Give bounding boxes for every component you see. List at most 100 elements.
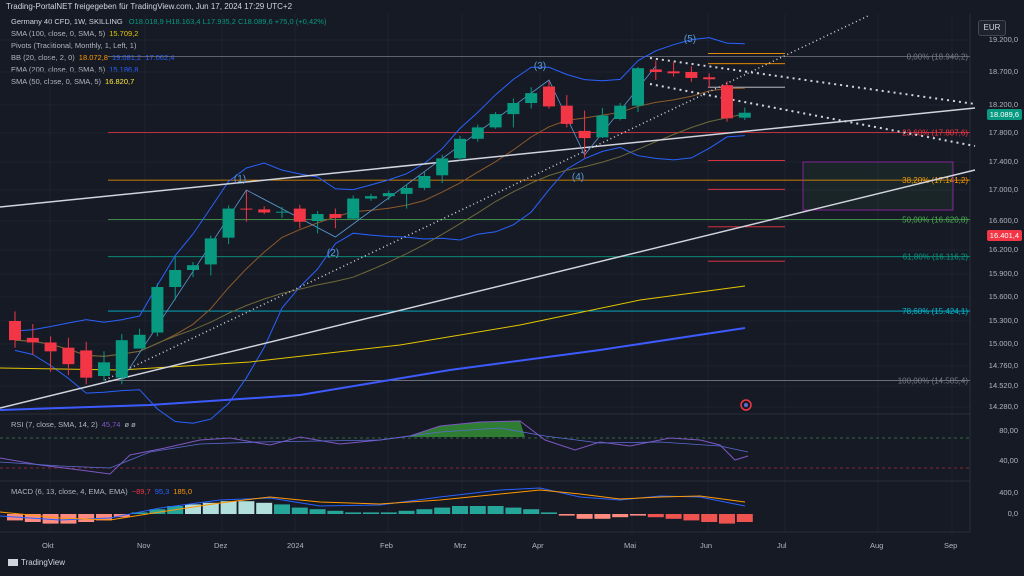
rsi-legend[interactable]: RSI (7, close, SMA, 14, 2) 45,74 ø ø [11,420,136,429]
price-axis-label: 17.000,0 [988,185,1018,194]
channel-upper-dotted[interactable] [649,57,976,105]
candle[interactable] [667,62,680,77]
legend-ema200[interactable]: EMA (200, close, 0, SMA, 5) 15.186,8 [11,65,138,74]
candle-body [632,68,644,106]
candle-body [169,270,182,288]
macd-histogram-bar [612,514,629,518]
candle[interactable] [578,110,591,158]
fib-level-label: 23,60% (17.807,6) [902,128,968,137]
macd-histogram-bar [42,514,59,524]
alert-marker-icon[interactable] [740,399,752,411]
candle[interactable] [436,154,449,183]
target-zone-rect[interactable] [802,161,954,211]
legend-symbol[interactable]: Germany 40 CFD, 1W, SKILLING [11,17,123,26]
elliott-wave-label[interactable]: (2) [327,248,339,259]
elliott-wave-label[interactable]: (5) [684,34,696,45]
candle[interactable] [525,87,538,109]
candle[interactable] [614,103,627,121]
candle[interactable] [26,324,39,355]
candle[interactable] [187,262,199,278]
macd-histogram-bar [398,510,415,514]
candle[interactable] [222,205,235,245]
candle[interactable] [471,124,484,142]
candle[interactable] [365,193,377,201]
candle[interactable] [507,98,520,128]
candle[interactable] [151,283,164,337]
macd-histogram-bar [274,504,290,514]
candle[interactable] [489,112,502,129]
macd-signal-line[interactable] [0,489,746,521]
candle[interactable] [543,81,555,109]
legend-sma100[interactable]: SMA (100, close, 0, SMA, 5) 15.709,2 [11,29,138,38]
candle[interactable] [44,336,57,372]
candle[interactable] [115,334,128,385]
candle[interactable] [204,235,217,276]
legend-bb-basis: 18.072,8 [78,53,108,62]
candle[interactable] [721,81,733,122]
candle[interactable] [80,341,93,385]
legend-sma50[interactable]: SMA (50, close, 0, SMA, 5) 16.820,7 [11,77,134,86]
macd-histogram-bar [469,506,486,514]
candle[interactable] [133,328,146,349]
rsi-overbought-fill [410,421,525,437]
candle-body [329,214,342,218]
price-axis-label: 14.520,0 [988,381,1018,390]
candle[interactable] [9,311,21,348]
candle[interactable] [560,95,573,128]
trendline-upper[interactable] [0,107,976,208]
elliott-wave-label[interactable]: (3) [534,61,546,72]
candle[interactable] [649,60,662,80]
elliott-wave-label[interactable]: (4) [572,172,584,183]
candle[interactable] [240,190,253,222]
candle[interactable] [400,184,413,209]
macd-legend[interactable]: MACD (6, 13, close, 4, EMA, EMA) −89,7 95,… [11,487,192,496]
sma50-line[interactable] [14,113,745,357]
candle[interactable] [98,351,110,381]
price-axis-label: 14.280,0 [988,402,1018,411]
candle-body [596,115,609,138]
trendline-lower[interactable] [0,169,976,409]
macd-axis-0: 0,0 [1007,509,1018,518]
bollinger-lower[interactable] [14,135,745,424]
candle[interactable] [276,207,288,218]
candle[interactable] [738,107,751,121]
candle[interactable] [169,257,182,301]
legend-bb-lower: 17.062,4 [145,53,175,62]
legend-bb[interactable]: BB (20, close, 2, 0) 18.072,8 19.081,2 17.0… [11,53,174,62]
candle[interactable] [62,337,75,376]
candle-body [9,321,21,341]
legend-ema200-value: 15.186,8 [109,65,139,74]
elliott-wave-label[interactable]: (1) [234,174,246,185]
candle-body [721,85,733,119]
candle[interactable] [347,195,360,220]
candle[interactable] [596,107,609,139]
elliott-wave-path[interactable] [121,65,657,381]
candle[interactable] [685,66,698,82]
macd-axis-400: 400,0 [999,488,1018,497]
rsi-value: 45,74 [101,420,121,429]
sma100-line[interactable] [0,285,746,371]
bollinger-upper[interactable] [14,37,745,332]
ema200-line[interactable] [0,327,746,411]
candle[interactable] [293,204,306,229]
macd-histogram-bar [96,514,112,521]
time-axis-label: Jul [777,541,787,550]
rsi-extra: ø ø [124,420,136,429]
candle[interactable] [454,135,466,161]
candle[interactable] [311,210,324,234]
bollinger-basis[interactable] [14,87,745,357]
legend-pivots[interactable]: Pivots (Traditional, Monthly, 1, Left, 1… [11,41,136,50]
macd-histogram-bar [256,502,273,514]
candle[interactable] [703,73,716,88]
candle[interactable] [418,171,431,190]
candle[interactable] [258,206,271,215]
candle[interactable] [382,190,395,201]
candle[interactable] [632,66,644,112]
channel-lower-dotted[interactable] [649,83,976,147]
candle[interactable] [329,208,342,229]
trendline-dotted[interactable] [104,14,871,381]
time-axis-label: Dez [214,541,228,550]
currency-button[interactable]: EUR [978,20,1006,36]
